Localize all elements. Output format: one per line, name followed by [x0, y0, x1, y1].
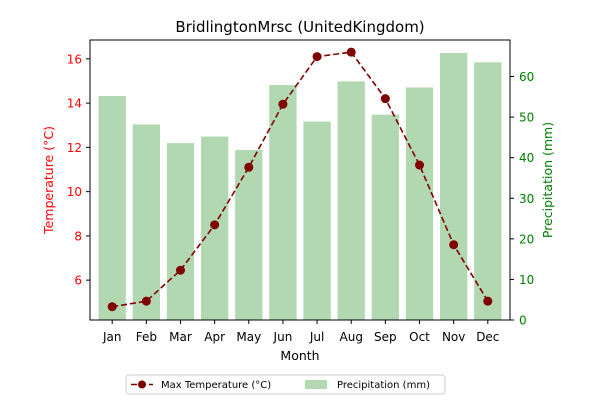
x-tick-label: Feb	[136, 330, 157, 344]
precipitation-bar	[166, 143, 195, 320]
legend: Max Temperature (°C) Precipitation (mm)	[125, 374, 446, 395]
temperature-line	[107, 47, 493, 312]
precipitation-bar	[440, 52, 468, 321]
y-axis-left-label: Temperature (°C)	[41, 126, 56, 235]
y-left-tick-label: 8	[74, 229, 82, 243]
y-right-tick-label: 20	[519, 232, 534, 246]
temperature-point	[244, 162, 254, 172]
y-right-tick-label: 40	[519, 151, 534, 165]
temperature-point	[278, 99, 288, 109]
y-left-tick-label: 6	[74, 274, 82, 288]
x-tick-label: Apr	[204, 330, 225, 344]
precipitation-bar	[371, 114, 400, 321]
x-tick-label: Aug	[340, 330, 363, 344]
y-right-tick-label: 50	[519, 111, 534, 125]
precipitation-bar	[98, 96, 126, 320]
legend-bar-swatch	[305, 380, 327, 389]
temperature-point	[141, 296, 151, 306]
temperature-point	[415, 160, 425, 170]
temperature-line-path	[112, 51, 489, 308]
x-tick-label: Mar	[169, 330, 192, 344]
x-axis-label: Month	[280, 348, 319, 363]
temperature-point	[175, 265, 185, 275]
x-tick-label: Nov	[442, 330, 465, 344]
y-left-tick-label: 14	[67, 97, 82, 111]
y-right-tick-label: 60	[519, 70, 534, 84]
precipitation-bar	[303, 121, 331, 320]
precipitation-bar	[235, 149, 263, 320]
y-right-tick-label: 30	[519, 192, 534, 206]
plot-frame	[89, 39, 511, 321]
temperature-point	[107, 302, 117, 312]
y-left-tick-label: 12	[67, 141, 82, 155]
precipitation-bars	[98, 52, 502, 321]
y-left-tick-label: 10	[67, 185, 82, 199]
temperature-point	[346, 47, 356, 57]
temperature-point	[380, 94, 390, 104]
x-tick-label: Sep	[374, 330, 397, 344]
precipitation-bar	[337, 81, 365, 321]
x-tick-label: Jul	[309, 330, 324, 344]
x-tick-label: May	[236, 330, 261, 344]
x-tick-label: Oct	[409, 330, 430, 344]
precipitation-bar	[474, 62, 502, 320]
y-axis-right-label: Precipitation (mm)	[540, 122, 555, 238]
y-axis-right: 0 10 20 30 40 50 60	[510, 70, 534, 328]
temperature-point	[210, 220, 220, 230]
legend-entry-temperature: Max Temperature (°C)	[161, 380, 271, 391]
x-tick-label: Jun	[273, 330, 293, 344]
precipitation-bar	[132, 124, 160, 321]
legend-box	[125, 374, 446, 395]
temperature-point	[312, 52, 322, 62]
chart-title: BridlingtonMrsc (UnitedKingdom)	[175, 18, 424, 36]
temperature-point	[449, 240, 459, 250]
x-tick-label: Jan	[102, 330, 122, 344]
y-right-tick-label: 10	[519, 273, 534, 287]
precipitation-bar	[269, 85, 297, 320]
y-left-tick-label: 16	[67, 52, 82, 66]
legend-entry-precipitation: Precipitation (mm)	[337, 380, 430, 391]
x-axis: Jan Feb Mar Apr May Jun Jul Aug Sep Oct Nov Dec	[102, 320, 499, 344]
y-axis-left: 6 8 10 12 14 16	[67, 52, 90, 288]
precipitation-bar	[405, 87, 434, 320]
legend-marker-swatch	[138, 380, 146, 389]
y-right-tick-label: 0	[519, 314, 527, 328]
temperature-point	[483, 296, 493, 306]
x-tick-label: Dec	[476, 330, 499, 344]
